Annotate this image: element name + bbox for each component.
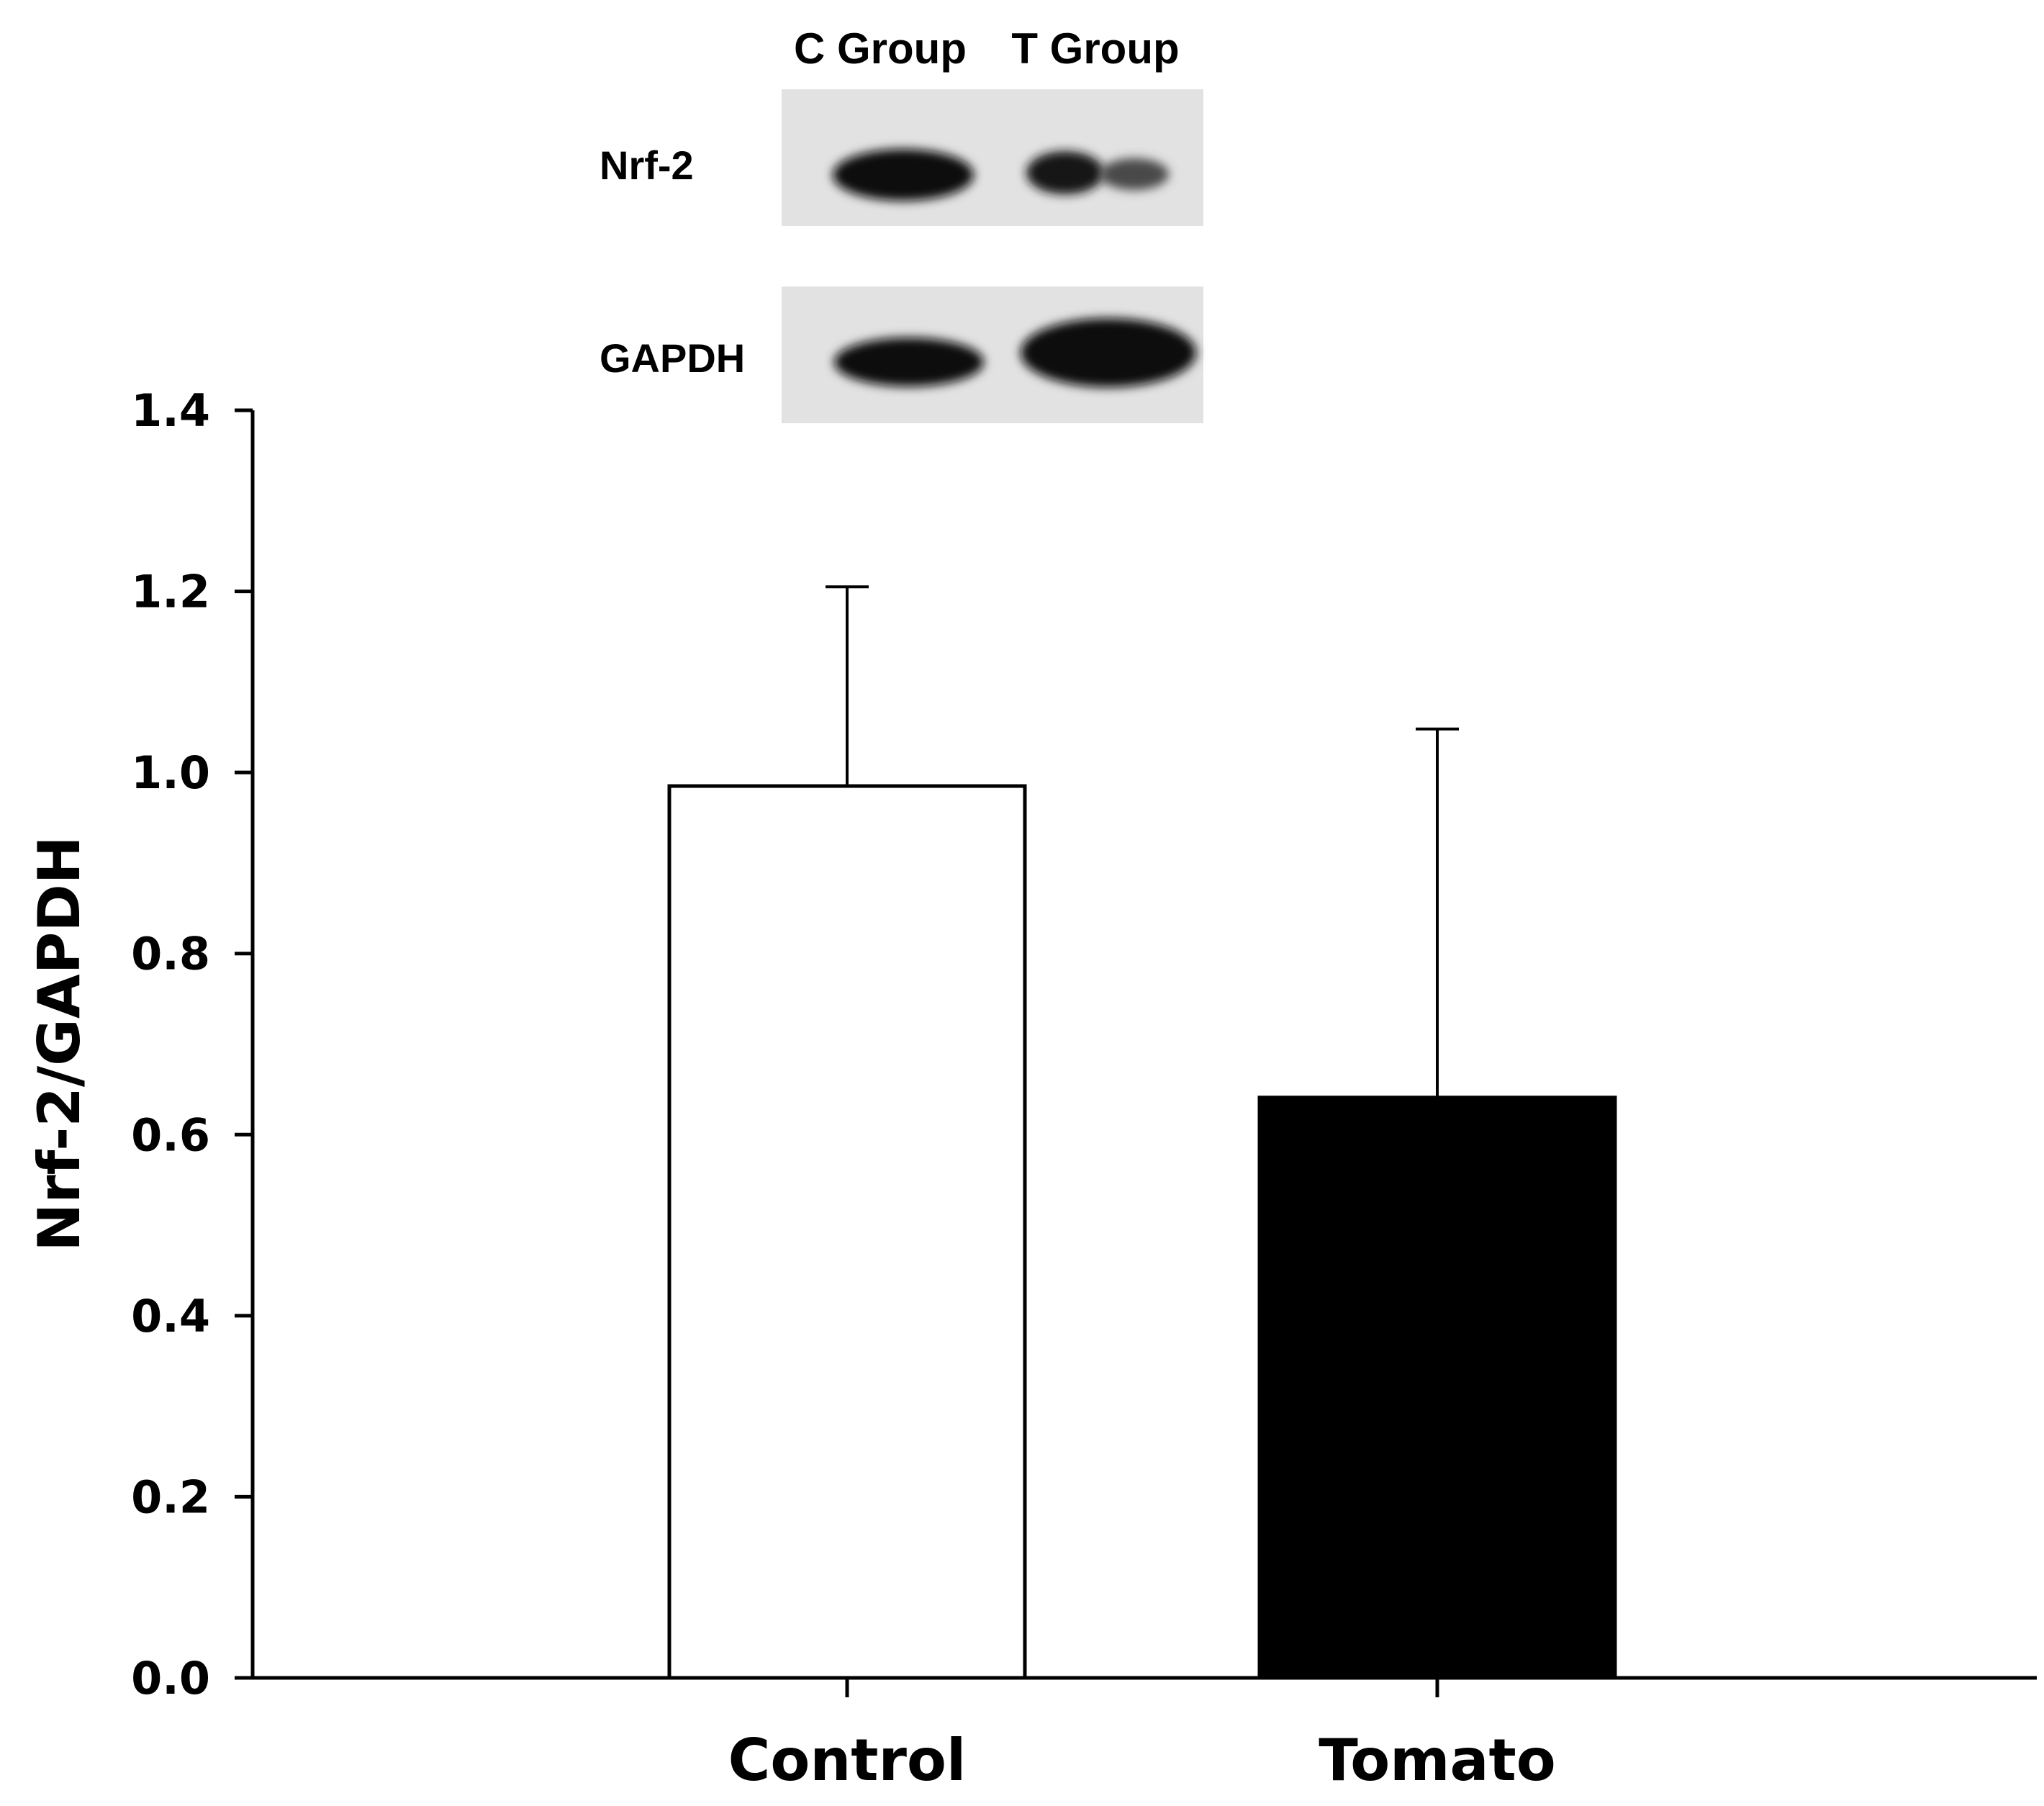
lane-label-c-group: C Group [794,24,967,73]
y-tick-label: 1.0 [131,746,210,799]
row-label-nrf2: Nrf-2 [600,143,694,188]
y-tick-label: 0.6 [131,1109,210,1161]
row-label-gapdh: GAPDH [600,335,745,381]
y-tick-label: 0.2 [131,1471,210,1523]
error-bars [826,585,1459,1098]
bars [667,784,1617,1680]
y-tick-label: 0.0 [131,1652,210,1705]
y-axis-label: Nrf-2/GAPDH [26,836,93,1251]
bar-tomato [1257,1096,1617,1680]
y-tick-label: 0.8 [131,928,210,980]
nrf2-band-c [833,149,974,201]
y-tick-label: 1.4 [131,384,210,437]
nrf2-blot-strip [782,89,1203,226]
lane-label-t-group: T Group [1011,24,1179,73]
nrf2-band-t-right [1100,158,1169,190]
x-ticks: Control Tomato [728,1678,1556,1794]
y-ticks: 0.0 0.2 0.4 0.6 0.8 1.0 1.2 1.4 [131,384,253,1705]
y-tick-label: 0.4 [131,1290,210,1342]
bar-control [667,784,1027,1680]
x-tick-label-tomato: Tomato [1319,1727,1555,1794]
y-tick-label: 1.2 [131,566,210,618]
gapdh-band-c [834,338,984,387]
western-blot: C Group T Group Nrf-2 GAPDH [600,24,1203,423]
plot-area: 0.0 0.2 0.4 0.6 0.8 1.0 1.2 1.4 Control Tomato N… [26,384,2037,1794]
nrf2-band-t-left [1026,151,1104,194]
gapdh-band-t [1021,318,1196,387]
x-tick-label-control: Control [728,1727,967,1794]
